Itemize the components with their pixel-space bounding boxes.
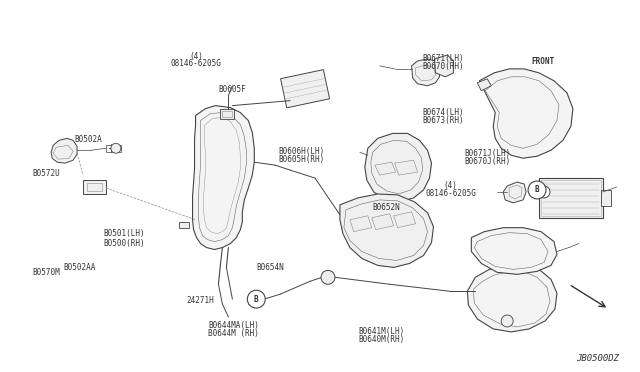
Circle shape [501,315,513,327]
Polygon shape [539,178,603,218]
Circle shape [538,186,550,198]
Text: B0670J(RH): B0670J(RH) [464,157,510,166]
Text: JB0500DZ: JB0500DZ [576,354,619,363]
Polygon shape [220,109,234,119]
Polygon shape [350,216,372,232]
Text: B0500(RH): B0500(RH) [103,239,145,248]
Polygon shape [394,212,415,228]
Text: (4): (4) [443,182,457,190]
Text: (4): (4) [189,52,204,61]
Polygon shape [412,59,440,86]
Circle shape [111,143,121,153]
Text: B0674(LH): B0674(LH) [422,108,463,117]
Text: B0502AA: B0502AA [64,263,96,272]
Text: 08146-6205G: 08146-6205G [171,59,222,68]
Polygon shape [471,228,557,274]
Polygon shape [601,190,611,206]
Polygon shape [179,222,189,228]
Text: B: B [254,295,259,304]
Text: B0606H(LH): B0606H(LH) [278,147,325,156]
Text: B0501(LH): B0501(LH) [103,230,145,238]
Text: B0654N: B0654N [256,263,284,272]
Text: B0640M(RH): B0640M(RH) [358,335,404,344]
Circle shape [247,290,265,308]
Polygon shape [83,180,106,194]
Polygon shape [477,79,492,91]
Text: B0671(LH): B0671(LH) [422,54,463,63]
Text: B0605H(RH): B0605H(RH) [278,155,325,164]
Text: B0641M(LH): B0641M(LH) [358,327,404,336]
Text: FRONT: FRONT [532,57,555,66]
Polygon shape [193,106,254,250]
Text: 24271H: 24271H [186,296,214,305]
Text: B0605F: B0605F [218,85,246,94]
Text: B0670(RH): B0670(RH) [422,62,463,71]
Text: B0502A: B0502A [75,135,102,144]
Text: B0673(RH): B0673(RH) [422,116,463,125]
Polygon shape [372,214,394,230]
Text: B0644M (RH): B0644M (RH) [209,329,259,338]
Polygon shape [375,162,396,175]
Polygon shape [503,182,526,203]
Polygon shape [340,194,433,267]
Polygon shape [51,138,77,163]
Text: B0644MA(LH): B0644MA(LH) [209,321,259,330]
Text: B0671J(LH): B0671J(LH) [464,149,510,158]
Text: B: B [535,186,540,195]
Polygon shape [435,55,453,77]
Text: B0570M: B0570M [32,268,60,277]
Text: 08146-6205G: 08146-6205G [425,189,476,198]
Polygon shape [479,69,573,158]
Polygon shape [395,160,417,175]
Circle shape [321,270,335,284]
Text: B0572U: B0572U [32,169,60,177]
Polygon shape [365,134,431,202]
Polygon shape [280,70,330,108]
Text: B0652N: B0652N [372,203,400,212]
Polygon shape [467,265,557,332]
Circle shape [528,181,546,199]
